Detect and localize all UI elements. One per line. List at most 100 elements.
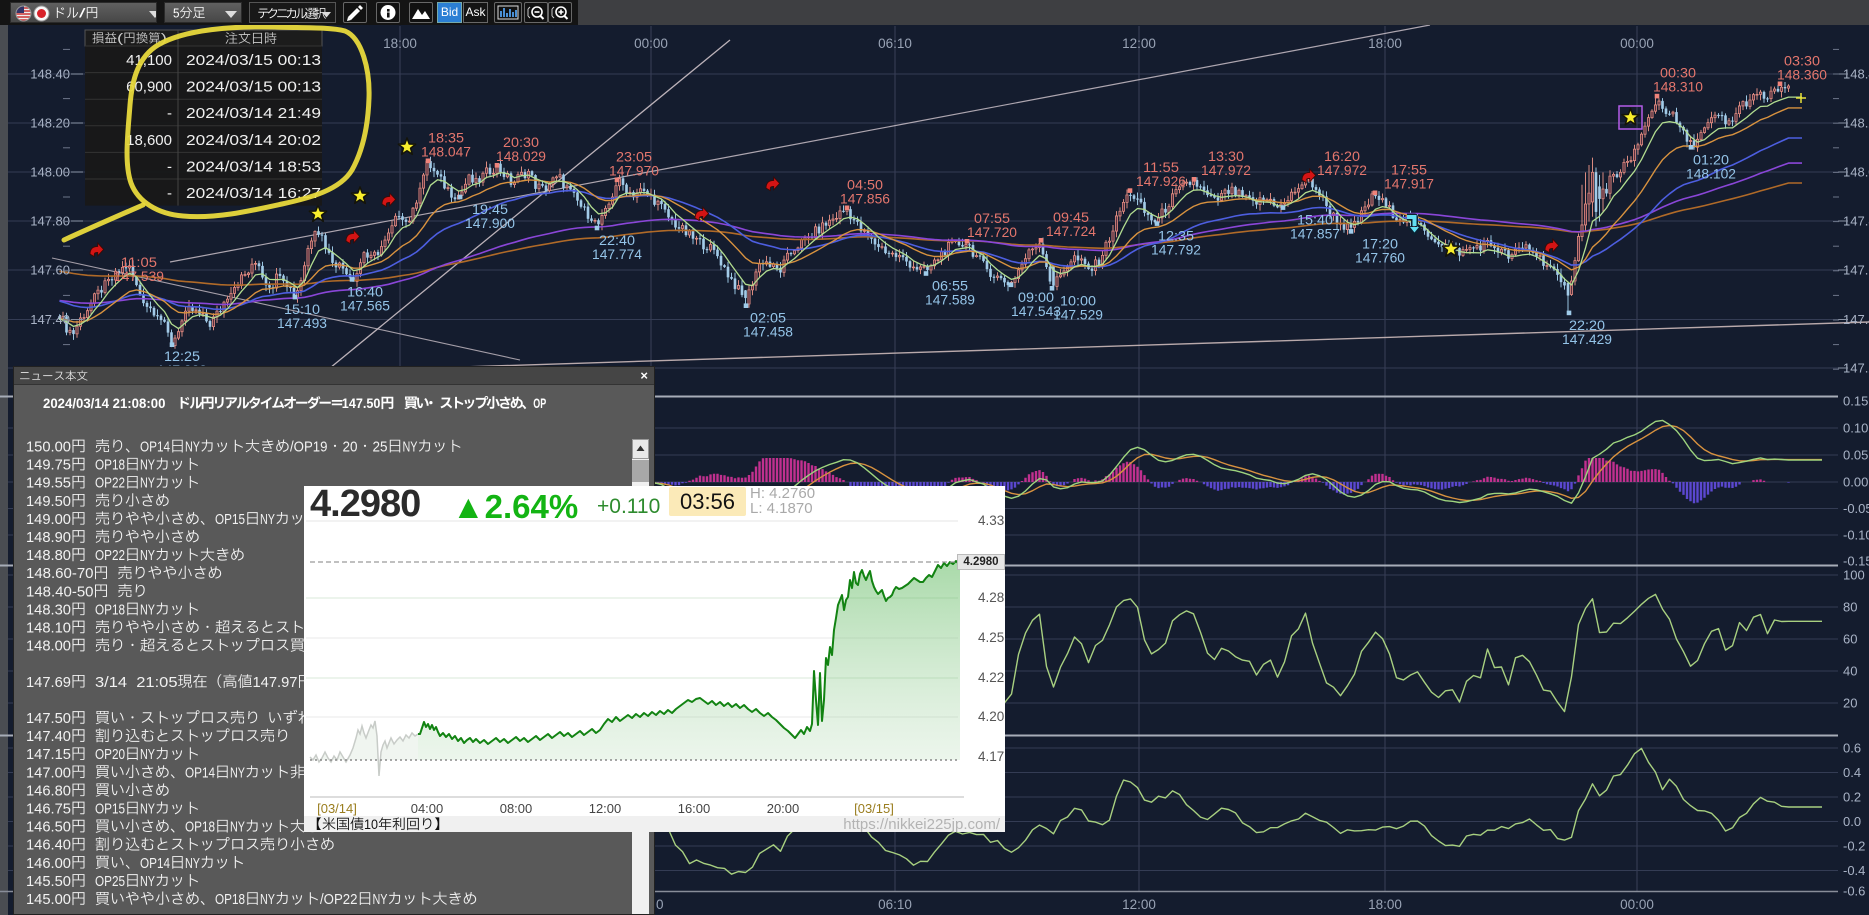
svg-text:OP18: OP18 bbox=[215, 891, 245, 908]
svg-text:148.0: 148.0 bbox=[1843, 165, 1869, 180]
svg-text:12:25: 12:25 bbox=[164, 348, 200, 364]
svg-text:149.75: 149.75 bbox=[26, 457, 71, 474]
svg-text:148.40: 148.40 bbox=[30, 67, 70, 82]
svg-text:146.50: 146.50 bbox=[26, 819, 71, 836]
svg-text:09:45: 09:45 bbox=[1053, 209, 1089, 225]
svg-text:147.857: 147.857 bbox=[1290, 226, 1340, 242]
svg-text:-0.15: -0.15 bbox=[1843, 554, 1869, 569]
svg-text:2024/03/14 16:27: 2024/03/14 16:27 bbox=[186, 186, 321, 202]
svg-text:0.0: 0.0 bbox=[1843, 814, 1861, 829]
svg-text:100: 100 bbox=[1843, 568, 1865, 583]
svg-text:25: 25 bbox=[373, 439, 388, 456]
svg-text:OP: OP bbox=[533, 395, 546, 411]
svg-text:00:30: 00:30 bbox=[1660, 65, 1696, 81]
svg-text:40: 40 bbox=[1843, 664, 1857, 679]
svg-text:147.8: 147.8 bbox=[1843, 214, 1869, 229]
svg-text:NY: NY bbox=[140, 475, 155, 492]
svg-text:/: / bbox=[79, 6, 86, 21]
svg-text:-0.6: -0.6 bbox=[1843, 884, 1865, 899]
svg-text:80: 80 bbox=[1843, 600, 1857, 615]
svg-text:11:05: 11:05 bbox=[121, 254, 157, 270]
svg-text:0.10: 0.10 bbox=[1843, 421, 1868, 436]
svg-text:OP18: OP18 bbox=[95, 457, 125, 474]
svg-text:148.40-50: 148.40-50 bbox=[26, 583, 94, 600]
svg-text:NY: NY bbox=[403, 439, 418, 456]
svg-text:16:40: 16:40 bbox=[347, 283, 383, 299]
svg-text:147.900: 147.900 bbox=[465, 215, 515, 231]
svg-text:147.760: 147.760 bbox=[1355, 249, 1405, 265]
svg-text:0: 0 bbox=[656, 897, 664, 912]
svg-text:15:10: 15:10 bbox=[284, 301, 320, 317]
svg-text:146.80: 146.80 bbox=[26, 782, 71, 799]
svg-text:0.00: 0.00 bbox=[1843, 475, 1868, 490]
svg-text:NY: NY bbox=[373, 891, 388, 908]
svg-text:00:00: 00:00 bbox=[634, 36, 668, 51]
svg-text:NY: NY bbox=[230, 764, 245, 781]
svg-text:09:00: 09:00 bbox=[1018, 289, 1054, 305]
svg-text:02:05: 02:05 bbox=[750, 310, 786, 326]
svg-text:10:00: 10:00 bbox=[1060, 292, 1096, 308]
svg-text:NY: NY bbox=[140, 801, 155, 818]
svg-text:01:20: 01:20 bbox=[1693, 151, 1729, 167]
svg-text:17:55: 17:55 bbox=[1391, 161, 1427, 177]
svg-text:148.00: 148.00 bbox=[30, 165, 70, 180]
svg-text:-: - bbox=[167, 185, 172, 202]
svg-text:147.50: 147.50 bbox=[26, 710, 71, 727]
svg-text:147.917: 147.917 bbox=[1384, 175, 1434, 191]
svg-text:148.029: 148.029 bbox=[496, 148, 546, 164]
svg-text:147.720: 147.720 bbox=[967, 224, 1017, 240]
svg-text:00:00: 00:00 bbox=[1620, 897, 1654, 912]
svg-text:147.458: 147.458 bbox=[743, 324, 793, 340]
svg-text:148.20: 148.20 bbox=[30, 116, 70, 131]
svg-text:148.2: 148.2 bbox=[1843, 116, 1869, 131]
svg-text:-0.05: -0.05 bbox=[1843, 501, 1869, 516]
svg-text:147.80: 147.80 bbox=[30, 214, 70, 229]
svg-text:19:45: 19:45 bbox=[472, 201, 508, 217]
svg-text:-: - bbox=[167, 158, 172, 175]
svg-text:2024/03/15 00:13: 2024/03/15 00:13 bbox=[186, 80, 321, 96]
svg-text:OP15: OP15 bbox=[95, 801, 125, 818]
svg-text:149.00: 149.00 bbox=[26, 511, 71, 528]
svg-text:147.00: 147.00 bbox=[26, 764, 71, 781]
svg-text:147.40: 147.40 bbox=[30, 312, 70, 327]
svg-text:20: 20 bbox=[343, 439, 358, 456]
svg-text:0.6: 0.6 bbox=[1843, 741, 1861, 756]
svg-text:18:00: 18:00 bbox=[1368, 897, 1402, 912]
svg-text:147.926: 147.926 bbox=[1136, 173, 1186, 189]
svg-text:22:40: 22:40 bbox=[599, 232, 635, 248]
svg-text:2024/03/14 20:02: 2024/03/14 20:02 bbox=[186, 133, 321, 149]
svg-text:2024/03/14 21:49: 2024/03/14 21:49 bbox=[186, 106, 321, 122]
svg-text:OP20: OP20 bbox=[95, 746, 125, 763]
svg-text:16:20: 16:20 bbox=[1324, 148, 1360, 164]
svg-text:-0.4: -0.4 bbox=[1843, 863, 1865, 878]
svg-text:10: 10 bbox=[364, 816, 378, 832]
svg-text:149.50: 149.50 bbox=[26, 493, 71, 510]
svg-text:NY: NY bbox=[230, 819, 245, 836]
svg-text:13:30: 13:30 bbox=[1208, 148, 1244, 164]
svg-text:148.60-70: 148.60-70 bbox=[26, 565, 94, 582]
svg-text:3/14 21:05: 3/14 21:05 bbox=[95, 674, 178, 691]
svg-text:147.543: 147.543 bbox=[1011, 303, 1061, 319]
svg-text:/OP22: /OP22 bbox=[320, 891, 358, 908]
svg-text:-0.2: -0.2 bbox=[1843, 839, 1865, 854]
svg-text:OP15: OP15 bbox=[215, 511, 245, 528]
svg-text:OP14: OP14 bbox=[185, 764, 215, 781]
svg-text:06:10: 06:10 bbox=[878, 897, 912, 912]
svg-text:12:00: 12:00 bbox=[1122, 36, 1156, 51]
svg-text:NY: NY bbox=[140, 457, 155, 474]
svg-text:148.00: 148.00 bbox=[26, 638, 71, 655]
svg-text:145.00: 145.00 bbox=[26, 891, 71, 908]
svg-text:0.2: 0.2 bbox=[1843, 790, 1861, 805]
svg-text:149.55: 149.55 bbox=[26, 475, 71, 492]
svg-text:NY: NY bbox=[140, 746, 155, 763]
svg-text:146.75: 146.75 bbox=[26, 801, 71, 818]
svg-text:OP25: OP25 bbox=[95, 873, 125, 890]
svg-text:18:00: 18:00 bbox=[383, 36, 417, 51]
svg-text:148.047: 148.047 bbox=[421, 143, 471, 159]
svg-text:11:55: 11:55 bbox=[1143, 159, 1179, 175]
svg-text:147.856: 147.856 bbox=[840, 190, 890, 206]
svg-text:0.05: 0.05 bbox=[1843, 448, 1868, 463]
svg-text:148.310: 148.310 bbox=[1653, 79, 1703, 95]
svg-text:148.30: 148.30 bbox=[26, 601, 71, 618]
svg-text:147.4: 147.4 bbox=[1843, 312, 1869, 327]
